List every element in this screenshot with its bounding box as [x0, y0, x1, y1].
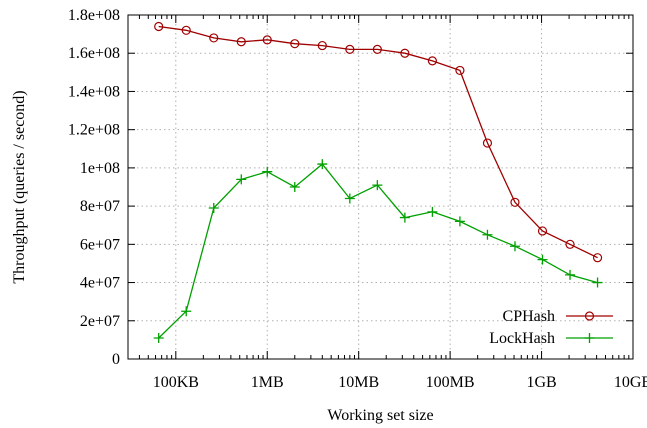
y-tick-label: 1.8e+08 [68, 7, 120, 24]
y-tick-label: 8e+07 [80, 198, 120, 215]
cphash-point [427, 56, 438, 66]
y-tick-label: 1.6e+08 [68, 45, 120, 62]
lockhash-point [537, 254, 548, 265]
legend-label-lockhash: LockHash [489, 330, 555, 347]
cphash-point [455, 65, 465, 76]
y-tick-label: 6e+07 [80, 236, 120, 253]
y-tick-label: 1.2e+08 [68, 122, 120, 139]
x-tick-label: 100MB [426, 374, 475, 391]
cphash-point [592, 253, 603, 263]
lockhash-point [372, 180, 383, 191]
series-lockhash [153, 159, 603, 343]
lockhash-point [427, 206, 438, 217]
y-axis-label: Throughput (queries / second) [11, 90, 28, 283]
lockhash-point [153, 332, 164, 343]
cphash-point [317, 40, 327, 51]
y-tick-label: 1e+08 [80, 160, 120, 177]
legend-marker-lockhash [584, 333, 595, 343]
cphash-point [565, 239, 575, 249]
cphash-point [262, 35, 272, 45]
legend-label-cphash: CPHash [503, 308, 555, 325]
grid [128, 15, 633, 359]
x-tick-label: 100KB [153, 374, 199, 391]
lockhash-point [344, 193, 355, 204]
lockhash-point [482, 229, 493, 240]
lockhash-point [454, 216, 465, 227]
cphash-line [158, 25, 598, 259]
y-tick-label: 4e+07 [80, 275, 120, 292]
y-tick-label: 0 [112, 351, 120, 368]
lockhash-point [289, 182, 300, 192]
y-tick-label: 1.4e+08 [68, 83, 120, 100]
lockhash-point [262, 166, 273, 177]
lockhash-point [592, 277, 603, 288]
cphash-point [372, 44, 382, 55]
cphash-point [236, 37, 246, 47]
x-axis-label: Working set size [327, 407, 433, 424]
lockhash-point [399, 212, 410, 223]
lockhash-point [236, 174, 247, 185]
lockhash-point [317, 159, 328, 170]
lockhash-point [208, 203, 219, 214]
x-tick-label: 10MB [338, 374, 379, 391]
data-series [153, 21, 603, 343]
plot-frame [127, 14, 634, 360]
x-tick-label: 1MB [251, 374, 284, 391]
cphash-point [482, 138, 493, 148]
axis-ticks: 0 2e+07 4e+07 6e+07 8e+07 1e+08 1.2e+08 1.4e+08… [68, 7, 647, 391]
cphash-point [537, 226, 548, 236]
cphash-point [345, 44, 355, 55]
lockhash-point [181, 306, 192, 317]
lockhash-point [509, 241, 520, 252]
series-cphash [154, 21, 603, 263]
x-tick-label: 1GB [526, 374, 556, 391]
cphash-point [400, 48, 410, 58]
cphash-point [290, 39, 300, 49]
lockhash-point [565, 269, 576, 280]
legend-marker-cphash [584, 311, 595, 321]
legend: CPHash LockHash [489, 308, 613, 347]
x-tick-label: 10GB [614, 374, 647, 391]
cphash-point [510, 197, 520, 207]
cphash-point [181, 25, 191, 35]
cphash-point [154, 21, 164, 32]
y-tick-label: 2e+07 [80, 313, 120, 330]
cphash-point [209, 33, 219, 43]
